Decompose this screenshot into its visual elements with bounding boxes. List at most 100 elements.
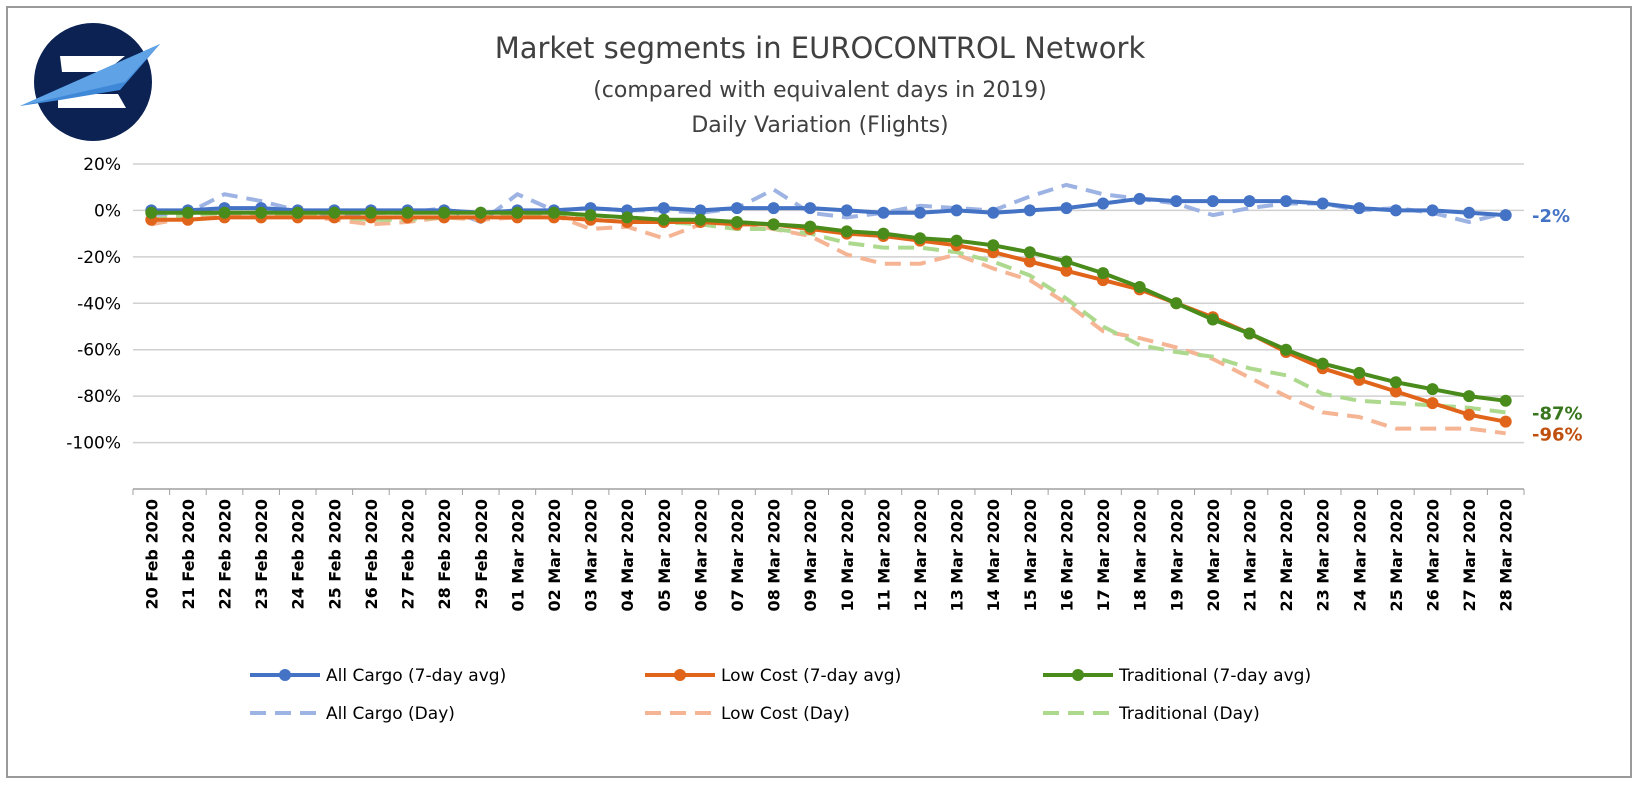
x-tick-label: 21 Mar 2020: [1240, 499, 1259, 612]
legend-label: Traditional (7-day avg): [1118, 666, 1311, 686]
data-point: [1280, 343, 1293, 356]
x-tick-label: 06 Mar 2020: [691, 499, 710, 612]
x-tick-label: 05 Mar 2020: [655, 499, 674, 612]
legend: All Cargo (7-day avg) Low Cost (7-day avg…: [250, 666, 1311, 724]
eurocontrol-logo-icon: [20, 23, 160, 141]
x-tick-label: 20 Feb 2020: [142, 499, 161, 610]
axes: [132, 488, 1525, 495]
x-tick-label: 28 Feb 2020: [435, 499, 454, 610]
data-point: [840, 225, 853, 238]
data-point: [657, 213, 670, 226]
x-tick-label: 27 Feb 2020: [399, 499, 418, 610]
legend-item: Traditional (Day): [1043, 704, 1260, 724]
data-point: [1353, 366, 1366, 379]
y-tick-labels: 20% 0% -20% -40% -60% -80% -100%: [66, 155, 121, 454]
data-point: [1426, 204, 1439, 217]
data-point: [767, 202, 780, 215]
data-point: [1060, 255, 1073, 268]
y-tick-label: 20%: [83, 155, 121, 175]
y-tick-label: 0%: [94, 201, 121, 221]
legend-item: All Cargo (7-day avg): [250, 666, 506, 686]
data-point: [1426, 383, 1439, 396]
data-point: [1023, 204, 1036, 217]
y-tick-label: -100%: [66, 434, 121, 454]
x-tick-label: 14 Mar 2020: [984, 499, 1003, 612]
x-tick-label: 18 Mar 2020: [1131, 499, 1150, 612]
data-point: [1280, 195, 1293, 208]
x-tick-label: 20 Mar 2020: [1204, 499, 1223, 612]
x-tick-label: 29 Feb 2020: [472, 499, 491, 610]
data-point: [1206, 313, 1219, 326]
data-point: [1499, 394, 1512, 407]
series-line: [151, 215, 1507, 424]
data-point: [950, 204, 963, 217]
data-point: [1206, 195, 1219, 208]
data-point: [1243, 327, 1256, 340]
data-point: [914, 232, 927, 245]
series-traditional-day: [151, 210, 1506, 415]
data-point: [1389, 376, 1402, 389]
data-point: [1097, 197, 1110, 210]
end-label: -2%: [1532, 206, 1570, 227]
data-point: [1389, 204, 1402, 217]
y-tick-label: -60%: [77, 341, 121, 361]
x-tick-label: 28 Mar 2020: [1497, 499, 1516, 612]
data-point: [1316, 357, 1329, 370]
x-tick-label: 13 Mar 2020: [948, 499, 967, 612]
data-point: [730, 216, 743, 229]
x-tick-label: 04 Mar 2020: [618, 499, 637, 612]
x-tick-label: 15 Mar 2020: [1021, 499, 1040, 612]
data-point: [1353, 202, 1366, 215]
x-tick-label: 24 Mar 2020: [1350, 499, 1369, 612]
series-layer: [145, 182, 1512, 436]
data-point: [1389, 385, 1402, 398]
data-point: [950, 234, 963, 247]
data-point: [621, 211, 634, 224]
end-label: -87%: [1532, 403, 1583, 424]
x-tick-label: 09 Mar 2020: [801, 499, 820, 612]
data-point: [694, 204, 707, 217]
x-tick-label: 24 Feb 2020: [289, 499, 308, 610]
x-tick-label: 01 Mar 2020: [508, 499, 527, 612]
data-point: [1499, 209, 1512, 222]
data-point: [181, 206, 194, 219]
series-line: [151, 210, 1506, 415]
series-line: [151, 196, 1506, 218]
data-point: [987, 206, 1000, 219]
x-tick-labels: 20 Feb 2020 21 Feb 2020 22 Feb 2020 23 Feb …: [142, 499, 1515, 612]
data-point: [1463, 390, 1476, 403]
x-tick-label: 02 Mar 2020: [545, 499, 564, 612]
x-tick-label: 22 Mar 2020: [1277, 499, 1296, 612]
end-labels: -2% -87%-96%: [1532, 206, 1583, 445]
data-point: [1023, 255, 1036, 268]
data-point: [145, 206, 158, 219]
x-tick-label: 22 Feb 2020: [216, 499, 235, 610]
data-point: [1463, 206, 1476, 219]
data-point: [547, 206, 560, 219]
legend-item: Traditional (7-day avg): [1043, 666, 1311, 686]
legend-item: All Cargo (Day): [250, 704, 455, 724]
legend-label: All Cargo (7-day avg): [326, 666, 506, 686]
data-point: [1499, 415, 1512, 428]
data-point: [1316, 197, 1329, 210]
x-tick-label: 19 Mar 2020: [1167, 499, 1186, 612]
data-point: [987, 239, 1000, 252]
data-point: [1060, 264, 1073, 277]
data-point: [767, 218, 780, 231]
series-line: [151, 210, 1506, 403]
data-point: [1097, 267, 1110, 280]
data-point: [474, 206, 487, 219]
end-label: -96%: [1532, 424, 1583, 445]
series-traditional-7-day-avg: [145, 206, 1512, 407]
data-point: [291, 206, 304, 219]
y-tick-label: -80%: [77, 387, 121, 407]
data-point: [511, 206, 524, 219]
legend-label: Low Cost (7-day avg): [721, 666, 901, 686]
data-point: [1170, 195, 1183, 208]
x-tick-label: 25 Mar 2020: [1387, 499, 1406, 612]
x-tick-label: 26 Mar 2020: [1423, 499, 1442, 612]
x-tick-label: 23 Feb 2020: [252, 499, 271, 610]
series-low-cost-day: [150, 210, 1506, 436]
data-point: [877, 227, 890, 240]
data-point: [1170, 297, 1183, 310]
